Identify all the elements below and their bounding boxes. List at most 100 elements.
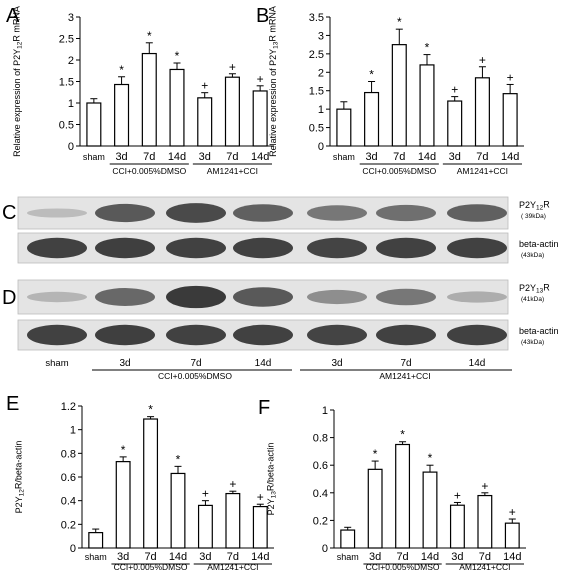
bar <box>197 97 213 147</box>
significance-mark: + <box>229 477 236 491</box>
band <box>166 324 226 346</box>
group-label: AM1241+CCI <box>207 166 258 176</box>
category-label: 3d <box>199 151 211 163</box>
bar <box>367 468 383 549</box>
significance-mark: * <box>121 443 126 457</box>
blot-actin-label: beta-actin <box>519 239 559 249</box>
blot-actin-kda: (43kDa) <box>521 339 544 346</box>
blot-lane-labels: sham 3d 7d 14d 3d 7d 14d CCI+0.005%DMSO AM1241+C… <box>45 358 512 381</box>
band <box>27 324 87 346</box>
bar <box>252 90 268 147</box>
band <box>166 285 226 309</box>
category-label: 7d <box>227 551 239 563</box>
significance-mark: + <box>479 53 486 67</box>
bar <box>395 443 411 549</box>
chart-panel-a: A 0 0.5 1 1.5 2 2.5 3 Relative expression of P2Y… <box>6 5 274 176</box>
group-label: AM1241+CCI <box>207 562 258 572</box>
y-axis-label: Relative expression of P2Y13R mRNA <box>267 6 279 157</box>
group-label: AM1241+CCI <box>459 562 510 572</box>
band <box>95 237 155 259</box>
y-tick-label: 2.5 <box>59 34 74 46</box>
y-tick-label: 0.6 <box>313 460 328 472</box>
category-label: 3d <box>451 551 463 563</box>
category-label: 3d <box>199 551 211 563</box>
category-label: 7d <box>144 551 156 563</box>
significance-mark: * <box>400 428 405 442</box>
significance-mark: + <box>202 487 209 501</box>
group-label: CCI+0.005%DMSO <box>114 562 188 572</box>
y-axis-label: P2Y12R/beta-actin <box>13 441 25 514</box>
significance-mark: + <box>509 505 516 519</box>
y-tick-label: 0 <box>70 543 76 555</box>
band <box>166 203 226 223</box>
y-tick-label: 1 <box>68 98 74 110</box>
band <box>233 324 293 346</box>
y-axis-label: Relative expression of P2Y12R mRNA <box>11 6 23 157</box>
blot-target-kda: (41kDa) <box>521 296 544 303</box>
band <box>307 289 367 305</box>
blot-actin-kda: (43kDa) <box>521 252 544 259</box>
bar <box>504 522 520 549</box>
band <box>376 204 436 222</box>
target-blot <box>17 279 509 315</box>
blot-target-label: P2Y12R <box>519 199 550 211</box>
category-label: sham <box>337 552 359 562</box>
panel-letter: B <box>256 5 269 27</box>
significance-mark: * <box>148 403 153 417</box>
category-label: 3d <box>449 151 461 163</box>
bar <box>225 492 241 549</box>
group-label: CCI+0.005%DMSO <box>366 562 440 572</box>
bar <box>170 472 186 549</box>
panel-letter: C <box>2 202 16 224</box>
significance-mark: * <box>175 49 180 63</box>
panel-letter: A <box>6 5 20 27</box>
band <box>27 237 87 259</box>
bar <box>502 93 518 147</box>
y-tick-label: 0.8 <box>61 448 76 460</box>
y-tick-label: 1.5 <box>59 77 74 89</box>
group-label: CCI+0.005%DMSO <box>112 166 186 176</box>
significance-mark: + <box>481 479 488 493</box>
significance-mark: + <box>257 72 264 86</box>
y-tick-label: 0.2 <box>313 515 328 527</box>
panel-letter: F <box>258 397 270 419</box>
bar <box>477 494 493 549</box>
band <box>447 237 507 259</box>
bar <box>224 76 240 147</box>
y-tick-label: 0.6 <box>61 472 76 484</box>
category-label: 7d <box>476 151 488 163</box>
band <box>307 237 367 259</box>
y-tick-label: 1.5 <box>309 86 324 98</box>
bar <box>169 68 185 147</box>
bar <box>141 52 157 147</box>
category-label: 7d <box>393 151 405 163</box>
category-label: 14d <box>501 151 519 163</box>
y-tick-label: 0 <box>322 543 328 555</box>
category-label: 7d <box>143 151 155 163</box>
chart-panel-f: F 0 0.2 0.4 0.6 0.8 1 P2Y13R/beta-actin sham * 3d *… <box>258 397 526 572</box>
blot-panel-c: C P2Y12R ( 39kDa) beta-actin (43kDa) <box>2 196 559 264</box>
lane-label: 3d <box>119 358 130 369</box>
lane-label: sham <box>45 358 68 369</box>
y-tick-label: 0.8 <box>313 433 328 445</box>
y-tick-label: 0.4 <box>61 496 76 508</box>
y-tick-label: 1 <box>70 425 76 437</box>
y-tick-label: 0.5 <box>59 120 74 132</box>
group-label: AM1241+CCI <box>457 166 508 176</box>
category-label: 14d <box>421 551 439 563</box>
band <box>233 204 293 222</box>
band <box>447 324 507 346</box>
bar <box>364 91 380 147</box>
band <box>307 324 367 346</box>
y-tick-label: 3 <box>318 30 324 42</box>
bar <box>336 108 352 147</box>
category-label: 3d <box>365 151 377 163</box>
band <box>376 237 436 259</box>
category-label: 7d <box>226 151 238 163</box>
category-label: 14d <box>251 151 269 163</box>
significance-mark: * <box>147 29 152 43</box>
bar <box>447 100 463 147</box>
y-tick-label: 0.2 <box>61 519 76 531</box>
bar <box>143 418 159 549</box>
y-tick-label: 0 <box>68 141 74 153</box>
